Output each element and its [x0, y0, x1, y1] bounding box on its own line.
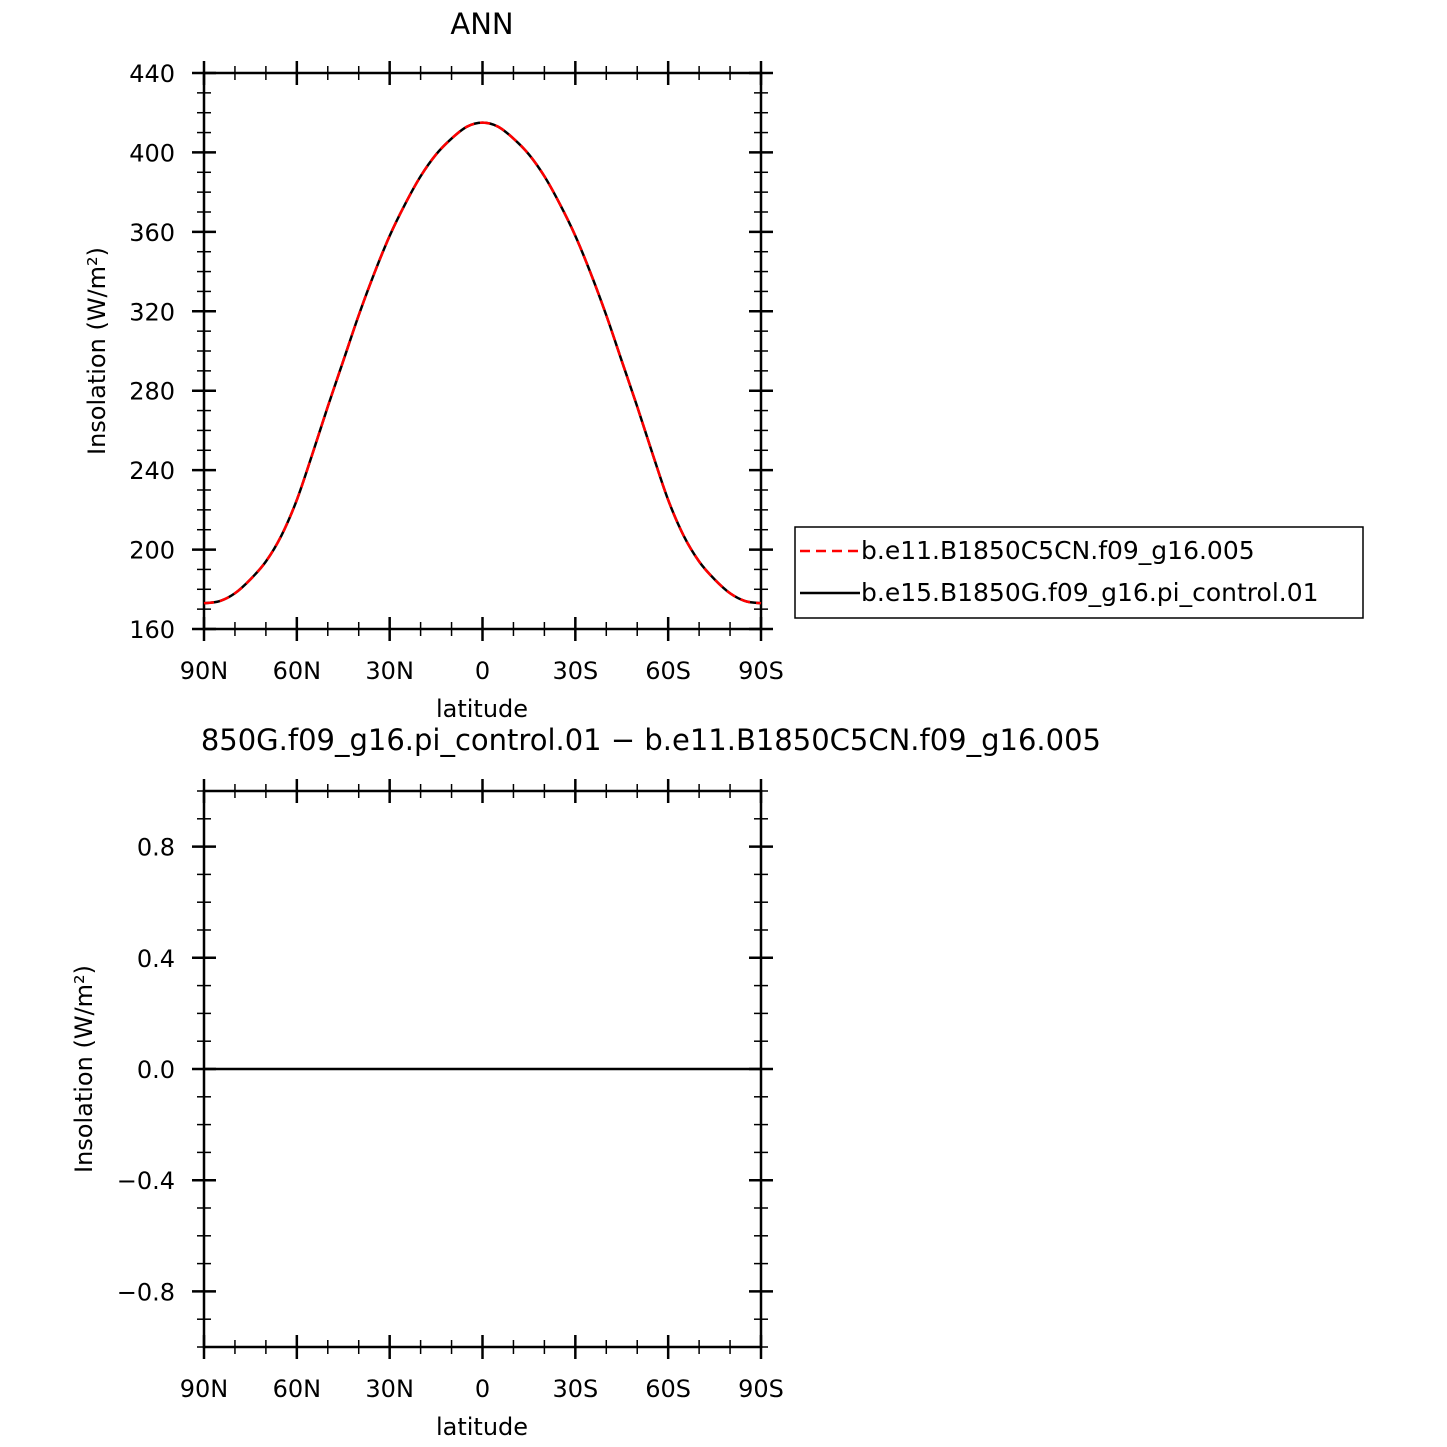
top-axis-ticks: 90N 60N 30N 0 30S 60S 90S 160 200 240 280 320 360 400… [129, 60, 784, 685]
x-tick-label: 90S [738, 657, 784, 685]
series-line-2 [203, 121, 762, 605]
x-tick-label: 90N [180, 1375, 229, 1403]
bottom-axis-ticks: 90N 60N 30N 0 30S 60S 90S −0.8 −0.4 0.0 0.4 0.8 [117, 779, 784, 1403]
x-tick-label: 30S [552, 657, 598, 685]
x-tick-label: 0 [475, 1375, 490, 1403]
y-tick-label: 280 [129, 378, 175, 406]
bottom-chart-title: 850G.f09_g16.pi_control.01 − b.e11.B1850… [201, 723, 1101, 757]
legend-label-series-2: b.e15.B1850G.f09_g16.pi_control.01 [861, 578, 1319, 607]
bottom-chart-panel: 850G.f09_g16.pi_control.01 − b.e11.B1850… [70, 723, 1101, 1441]
x-tick-label: 60N [273, 1375, 322, 1403]
y-tick-label: 360 [129, 219, 175, 247]
y-tick-label: −0.4 [117, 1167, 175, 1195]
top-series-group [203, 121, 762, 605]
y-tick-label: 320 [129, 298, 175, 326]
y-tick-label: −0.8 [117, 1278, 175, 1306]
x-tick-label: 90S [738, 1375, 784, 1403]
y-tick-label: 0.4 [137, 945, 175, 973]
top-chart-panel: ANN 90N 60N 30N 0 30S 60S 90S 160 200 240 280 320 36… [83, 7, 784, 723]
y-tick-label: 440 [129, 60, 175, 88]
x-tick-label: 60N [273, 657, 322, 685]
x-tick-label: 30N [365, 657, 414, 685]
y-tick-label: 200 [129, 537, 175, 565]
y-tick-label: 160 [129, 616, 175, 644]
bottom-y-axis-label: Insolation (W/m²) [70, 965, 98, 1173]
x-tick-label: 90N [180, 657, 229, 685]
y-tick-label: 0.8 [137, 834, 175, 862]
x-tick-label: 0 [475, 657, 490, 685]
top-y-axis-label: Insolation (W/m²) [83, 247, 111, 455]
y-tick-label: 0.0 [137, 1056, 175, 1084]
bottom-x-axis-label: latitude [436, 1413, 528, 1441]
top-chart-title: ANN [450, 7, 513, 41]
top-x-axis-label: latitude [436, 695, 528, 723]
legend-box [794, 526, 1364, 619]
x-tick-label: 60S [645, 657, 691, 685]
y-tick-label: 400 [129, 139, 175, 167]
top-plot-frame [202, 71, 763, 631]
series-line-1 [203, 121, 762, 605]
x-tick-label: 30S [552, 1375, 598, 1403]
x-tick-label: 30N [365, 1375, 414, 1403]
x-tick-label: 60S [645, 1375, 691, 1403]
y-tick-label: 240 [129, 457, 175, 485]
legend: b.e11.B1850C5CN.f09_g16.005 b.e15.B1850G… [794, 526, 1364, 619]
legend-label-series-1: b.e11.B1850C5CN.f09_g16.005 [861, 536, 1255, 565]
